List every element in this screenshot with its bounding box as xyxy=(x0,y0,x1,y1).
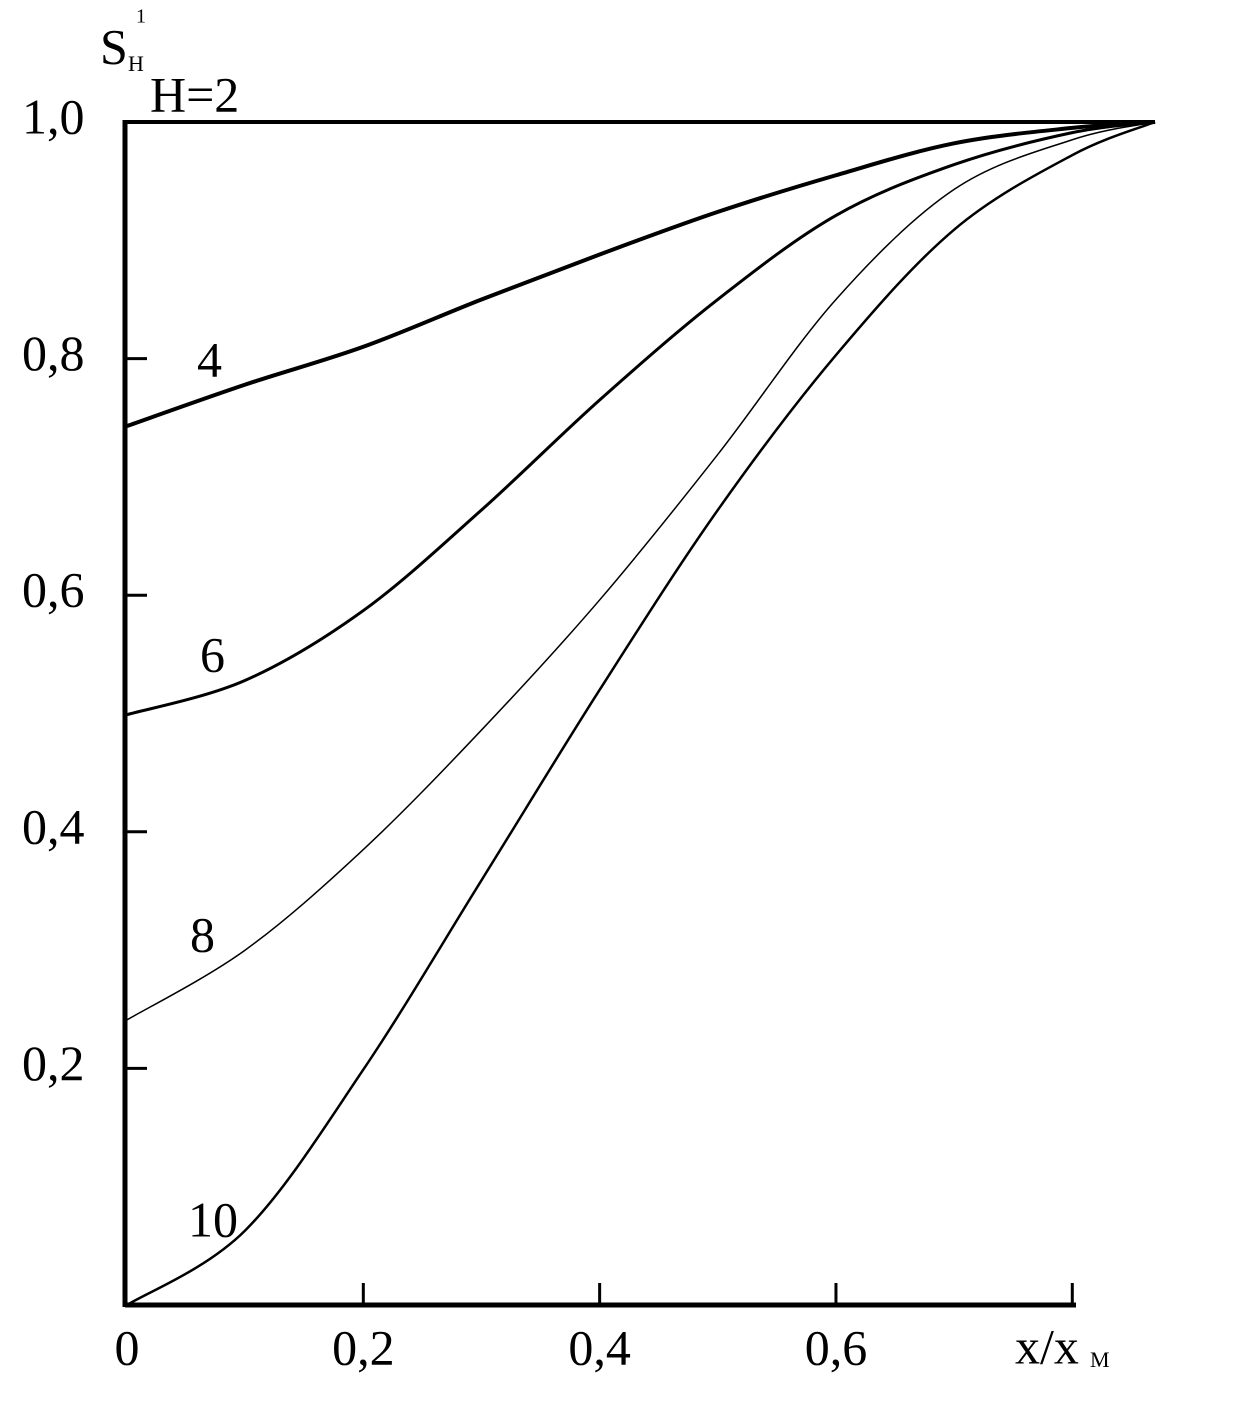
x-label: x/x xyxy=(1015,1318,1079,1374)
curve-label: H=2 xyxy=(150,66,239,122)
x-tick-label: 0,6 xyxy=(805,1319,868,1375)
x-label-sub: М xyxy=(1090,1347,1110,1372)
y-tick-label: 1,0 xyxy=(22,88,85,144)
curve xyxy=(126,120,1156,1307)
y-label-sub: Н xyxy=(128,51,144,76)
x-tick-label: 0,2 xyxy=(332,1319,395,1375)
curve-label: 8 xyxy=(190,906,215,962)
y-tick-label: 0,4 xyxy=(22,798,85,854)
curve xyxy=(126,120,1156,428)
y-tick-label: 0,2 xyxy=(22,1035,85,1091)
curve-label: 6 xyxy=(200,626,225,682)
curve xyxy=(126,121,1156,1021)
curve xyxy=(126,120,1156,717)
curve-label: 4 xyxy=(197,331,222,387)
y-label: S xyxy=(100,18,128,74)
x-tick-label: 0,4 xyxy=(568,1319,631,1375)
x-tick-label: 0 xyxy=(115,1319,140,1375)
y-tick-label: 0,6 xyxy=(22,562,85,618)
y-label-sup: 1 xyxy=(136,6,146,28)
y-tick-label: 0,8 xyxy=(22,325,85,381)
curve-label: 10 xyxy=(188,1191,238,1247)
